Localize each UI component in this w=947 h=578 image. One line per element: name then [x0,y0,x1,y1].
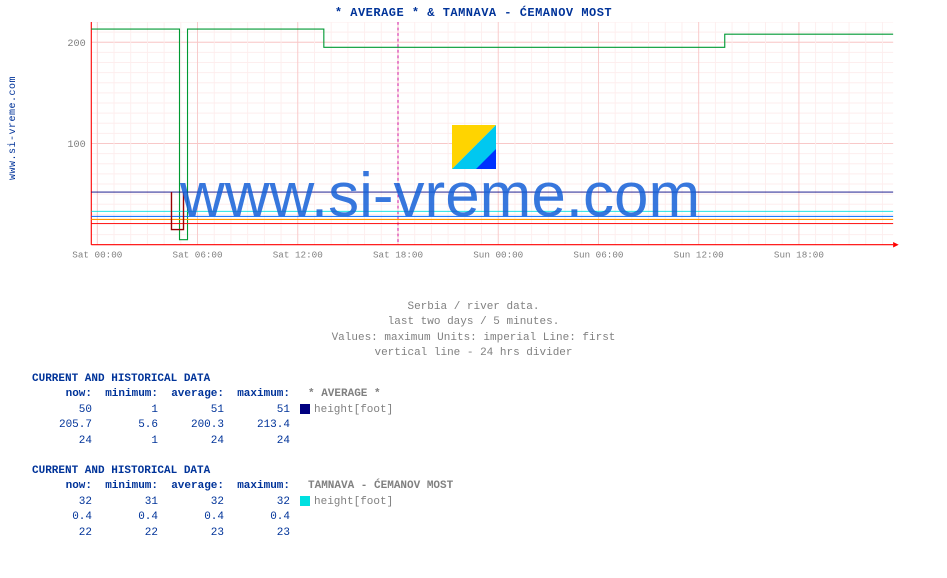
series-title: * AVERAGE * [296,387,399,402]
svg-text:Sun 00:00: Sun 00:00 [473,250,523,261]
data-cell: 23 [230,526,296,541]
svg-text:Sat 18:00: Sat 18:00 [373,250,423,261]
data-cell: 24 [230,434,296,449]
col-header: now: [32,387,98,402]
chart-caption: Serbia / river data. last two days / 5 m… [0,300,947,362]
data-cell: 0.4 [230,510,296,525]
data-cell: 1 [98,434,164,449]
data-cell: 32 [230,495,296,510]
chart-container: www.si-vreme.com * AVERAGE * & TAMNAVA -… [0,0,947,578]
data-cell: 31 [98,495,164,510]
chart-title: * AVERAGE * & TAMNAVA - ĆEMANOV MOST [0,6,947,20]
data-cell: 0.4 [98,510,164,525]
data-cell: 213.4 [230,418,296,433]
svg-text:Sun 18:00: Sun 18:00 [774,250,824,261]
data-cell: 1 [98,403,164,418]
caption-line: Serbia / river data. [0,300,947,315]
data-block: CURRENT AND HISTORICAL DATAnow:minimum:a… [32,464,459,541]
data-cell: 51 [230,403,296,418]
data-cell: 24 [32,434,98,449]
svg-text:Sun 06:00: Sun 06:00 [573,250,623,261]
col-header: maximum: [230,479,296,494]
data-cell: 51 [164,403,230,418]
data-cell: 23 [164,526,230,541]
svg-text:Sat 00:00: Sat 00:00 [72,250,122,261]
data-table: now:minimum:average:maximum:TAMNAVA - ĆE… [32,479,459,541]
col-header: minimum: [98,387,164,402]
svg-text:Sun 12:00: Sun 12:00 [674,250,724,261]
data-cell: 32 [164,495,230,510]
site-logo-icon [452,125,496,169]
data-cell: 205.7 [32,418,98,433]
legend-swatch-icon [300,404,310,414]
data-cell: 5.6 [98,418,164,433]
col-header: average: [164,479,230,494]
data-cell: 24 [164,434,230,449]
series-title: TAMNAVA - ĆEMANOV MOST [296,479,459,494]
data-cell: 0.4 [164,510,230,525]
svg-text:Sat 06:00: Sat 06:00 [173,250,223,261]
legend-swatch-icon [300,496,310,506]
data-cell: 22 [32,526,98,541]
data-block: CURRENT AND HISTORICAL DATAnow:minimum:a… [32,372,399,449]
col-header: now: [32,479,98,494]
data-cell: 200.3 [164,418,230,433]
svg-text:Sat 12:00: Sat 12:00 [273,250,323,261]
data-table: now:minimum:average:maximum:* AVERAGE *5… [32,387,399,449]
data-cell: 22 [98,526,164,541]
data-cell: 50 [32,403,98,418]
data-block-header: CURRENT AND HISTORICAL DATA [32,372,399,387]
caption-line: vertical line - 24 hrs divider [0,346,947,361]
col-header: average: [164,387,230,402]
svg-text:200: 200 [67,39,85,50]
col-header: minimum: [98,479,164,494]
col-header: maximum: [230,387,296,402]
caption-line: Values: maximum Units: imperial Line: fi… [0,331,947,346]
data-cell: 0.4 [32,510,98,525]
metric-label: height[foot] [296,495,459,510]
svg-text:100: 100 [67,140,85,151]
data-block-header: CURRENT AND HISTORICAL DATA [32,464,459,479]
data-cell: 32 [32,495,98,510]
metric-label: height[foot] [296,403,399,418]
source-label: www.si-vreme.com [8,76,19,180]
caption-line: last two days / 5 minutes. [0,315,947,330]
